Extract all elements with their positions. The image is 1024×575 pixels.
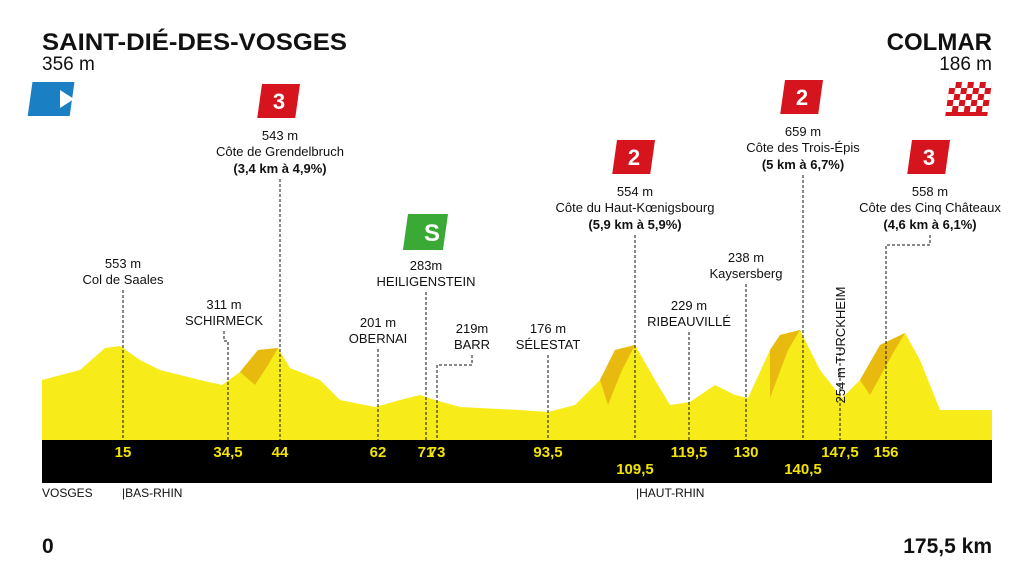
- sprint-marker: S: [402, 214, 448, 250]
- waypoint-name: TURCKHEIM: [833, 287, 848, 364]
- climb-detail: (5 km à 6,7%): [762, 157, 844, 172]
- finish-km: 175,5 km: [903, 535, 992, 558]
- waypoint-name: HEILIGENSTEIN: [377, 274, 476, 289]
- waypoint-altitude: 219m: [456, 321, 489, 336]
- profile: [42, 330, 992, 440]
- km-label: 62: [370, 444, 387, 461]
- climb-category: 3: [907, 140, 950, 174]
- km-label: 130: [733, 444, 758, 461]
- waypoint-name: Côte des Trois-Épis: [746, 140, 860, 155]
- region-label: |BAS-RHIN: [122, 486, 182, 500]
- km-label: 119,5: [671, 444, 708, 461]
- climb-shade: [240, 330, 905, 405]
- category-flag: [907, 140, 950, 174]
- climb-detail: (5,9 km à 5,9%): [588, 217, 681, 232]
- region-label: |HAUT-RHIN: [636, 486, 704, 500]
- waypoint-altitude: 311 m: [206, 297, 241, 312]
- category-number: 2: [628, 145, 640, 170]
- waypoint-name: BARR: [454, 337, 490, 352]
- waypoint-altitude: 229 m: [671, 298, 707, 313]
- waypoint-altitude: 176 m: [530, 321, 566, 336]
- marker-line: [223, 331, 229, 440]
- climb-detail: (3,4 km à 4,9%): [233, 161, 326, 176]
- waypoint-altitude: 238 m: [728, 250, 764, 265]
- waypoint-name: Col de Saales: [83, 272, 164, 287]
- category-number: 2: [796, 85, 808, 110]
- waypoint-altitude: 558 m: [912, 184, 948, 199]
- km-label: 71: [418, 444, 435, 461]
- sprint-flag: [402, 214, 448, 250]
- waypoint-altitude: 543 m: [262, 128, 298, 143]
- finish-name: COLMAR: [887, 29, 992, 56]
- start-altitude: 356 m: [42, 54, 95, 75]
- start-km: 0: [42, 535, 54, 558]
- waypoint-altitude: 553 m: [105, 256, 141, 271]
- km-label: 15: [115, 444, 132, 461]
- category-flag: [257, 84, 300, 118]
- category-flag: [780, 80, 823, 114]
- km-label: 109,5: [616, 461, 654, 478]
- category-flag: [612, 140, 655, 174]
- waypoint-name: RIBEAUVILLÉ: [647, 314, 731, 329]
- climb-category: 3: [257, 84, 300, 118]
- waypoint-altitude: 283m: [410, 258, 443, 273]
- category-number: 3: [923, 145, 935, 170]
- waypoint-name: SCHIRMECK: [185, 313, 263, 328]
- start-icon: [27, 82, 75, 116]
- climb-detail: (4,6 km à 6,1%): [883, 217, 976, 232]
- start-name: SAINT-DIÉ-DES-VOSGES: [42, 28, 347, 56]
- climb-category: 2: [780, 80, 823, 114]
- waypoint-name: Côte des Cinq Châteaux: [859, 200, 1001, 215]
- waypoint-name: SÉLESTAT: [516, 337, 581, 352]
- waypoint-name: Côte de Grendelbruch: [216, 144, 344, 159]
- waypoint-altitude: 659 m: [785, 124, 821, 139]
- marker-line: [885, 235, 931, 440]
- category-number: 3: [273, 89, 285, 114]
- km-label: 73: [429, 444, 446, 461]
- marker-line: [436, 355, 473, 440]
- waypoint-altitude: 201 m: [360, 315, 396, 330]
- climb-category: 2: [612, 140, 655, 174]
- finish-icon: [945, 82, 992, 116]
- km-label: 34,5: [213, 444, 242, 461]
- region-label: VOSGES: [42, 486, 93, 500]
- km-label: 93,5: [533, 444, 562, 461]
- waypoint-name: Kaysersberg: [710, 266, 783, 281]
- waypoint-name: OBERNAI: [349, 331, 408, 346]
- km-label: 147,5: [821, 444, 859, 461]
- km-band: [42, 440, 992, 483]
- km-label: 140,5: [784, 461, 822, 478]
- sprint-letter: S: [424, 220, 440, 247]
- km-label: 156: [873, 444, 898, 461]
- waypoint-name: Côte du Haut-Kœnigsbourg: [556, 200, 715, 215]
- finish-altitude: 186 m: [939, 54, 992, 75]
- km-label: 44: [272, 444, 289, 461]
- waypoint-altitude: 554 m: [617, 184, 653, 199]
